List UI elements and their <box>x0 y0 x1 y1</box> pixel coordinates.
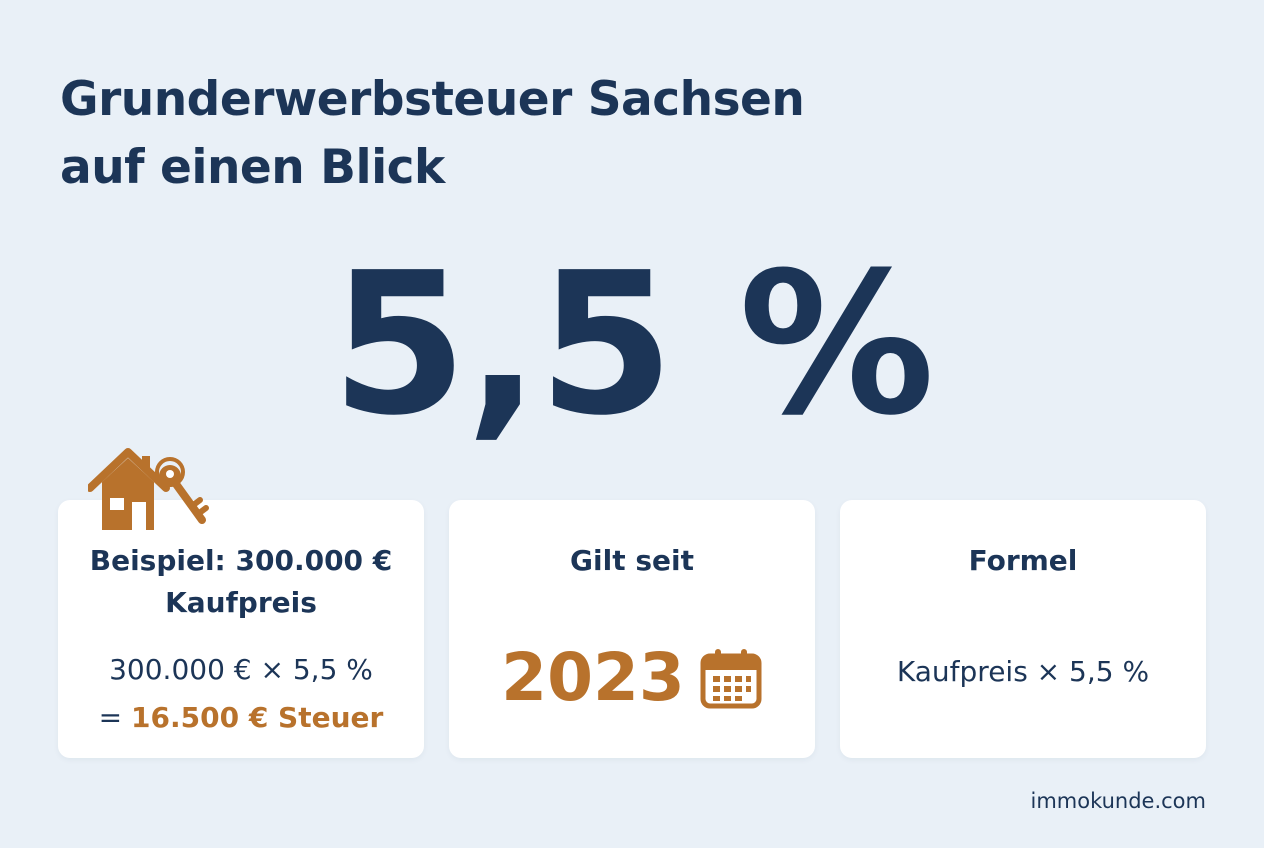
example-heading-line-2: Kaufpreis <box>165 586 317 619</box>
example-calc-line-1: 300.000 € × 5,5 % <box>109 653 373 686</box>
source-link[interactable]: immokunde.com <box>1030 789 1206 813</box>
example-calc-result: 16.500 € Steuer <box>131 701 384 734</box>
example-calc-prefix: = <box>98 701 132 734</box>
page-title: Grunderwerbsteuer Sachsen auf einen Blic… <box>60 66 960 202</box>
tax-rate: 5,5 % <box>331 231 935 459</box>
since-year: 2023 <box>501 639 685 716</box>
formula-card: Formel Kaufpreis × 5,5 % <box>840 500 1206 758</box>
formula-text: Kaufpreis × 5,5 % <box>896 655 1150 688</box>
example-calculation: 300.000 € × 5,5 % = 16.500 € Steuer <box>58 646 424 742</box>
since-heading: Gilt seit <box>570 544 694 577</box>
example-calc-line-2: = 16.500 € Steuer <box>58 694 424 742</box>
calendar-icon <box>700 649 762 709</box>
house-key-icon <box>88 448 209 530</box>
formula-heading: Formel <box>968 544 1078 577</box>
page-title-line-2: auf einen Blick <box>60 140 445 195</box>
example-heading-line-1: Beispiel: 300.000 € <box>89 544 393 577</box>
since-card: Gilt seit 2023 <box>449 500 815 758</box>
example-heading: Beispiel: 300.000 € Kaufpreis <box>58 540 424 624</box>
page-title-line-1: Grunderwerbsteuer Sachsen <box>60 72 805 127</box>
since-year-row: 2023 <box>449 640 815 716</box>
example-card: Beispiel: 300.000 € Kaufpreis 300.000 € … <box>58 500 424 758</box>
